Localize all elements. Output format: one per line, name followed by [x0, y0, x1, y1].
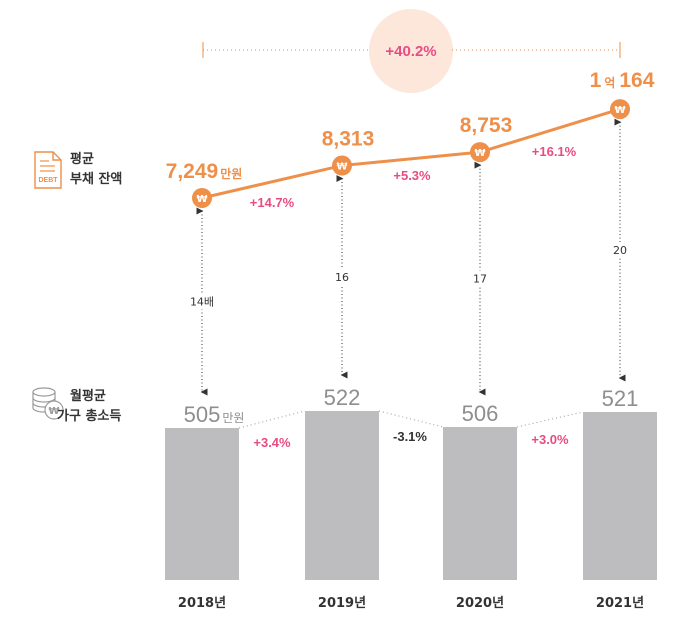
- income-change-label: +3.0%: [531, 432, 569, 447]
- won-icon: ₩: [196, 194, 207, 205]
- income-value-main: 505: [184, 402, 221, 427]
- income-value-label-2018년: 505 만원: [184, 402, 245, 427]
- x-tick-label: 2020년: [456, 596, 504, 611]
- debt-point-2018년: [192, 188, 212, 208]
- income-bar-2020년: [443, 427, 517, 580]
- income-value-main: 522: [324, 385, 361, 410]
- total-change-bracket: +40.2%: [202, 9, 621, 93]
- debt-value-label-2018년: 7,249 만원: [166, 160, 243, 183]
- debt-change-label: +14.7%: [250, 195, 295, 210]
- income-connector: [238, 410, 306, 429]
- total-change-bubble: [369, 9, 453, 93]
- debt-value-pre: 1: [590, 69, 602, 92]
- income-change-label: +3.4%: [253, 435, 291, 450]
- debt-label-line2: 부채 잔액: [70, 171, 122, 187]
- debt-legend: DEBT 평균 부채 잔액: [34, 151, 122, 189]
- ratio-label: 16: [335, 271, 349, 284]
- won-icon: ₩: [614, 105, 625, 116]
- income-bar-2021년: [583, 412, 657, 580]
- debt-line: [201, 107, 621, 200]
- income-label-line1: 월평균: [70, 388, 106, 404]
- debt-change-label: +5.3%: [393, 168, 431, 183]
- ratio-label-bg: [328, 268, 356, 285]
- x-tick-label: 2019년: [318, 596, 366, 611]
- x-tick-label: 2018년: [178, 596, 226, 611]
- income-value-label-2021년: 521: [602, 386, 639, 411]
- won-icon: ₩: [336, 162, 347, 173]
- svg-text:₩: ₩: [48, 406, 59, 417]
- debt-point-2021년: [610, 99, 630, 120]
- ratio-label: 17: [473, 273, 487, 286]
- income-change-label: -3.1%: [393, 429, 427, 444]
- debt-value-main: 164: [619, 69, 654, 92]
- income-connector: [378, 410, 444, 428]
- debt-icon-text: DEBT: [38, 177, 58, 184]
- income-value-label-2020년: 506: [462, 401, 499, 426]
- income-connector: [516, 411, 584, 428]
- debt-value-main: 8,753: [460, 114, 513, 137]
- income-connectors: [238, 410, 584, 429]
- x-tick-label: 2021년: [596, 596, 644, 611]
- ratio-label-bg: [606, 242, 634, 259]
- document-debt-icon: DEBT: [34, 151, 62, 189]
- debt-change-label: +16.1%: [532, 144, 577, 159]
- income-bar-2019년: [305, 411, 379, 580]
- coins-icon: ₩: [32, 387, 64, 420]
- debt-value-unit: 억: [604, 76, 615, 90]
- debt-line-series: ₩ ₩ ₩ ₩: [192, 99, 630, 208]
- total-change-label: +40.2%: [385, 43, 436, 60]
- income-value-label-2019년: 522: [324, 385, 361, 410]
- debt-point-2019년: [332, 155, 352, 176]
- ratio-label-bg: [466, 270, 494, 287]
- ratio-label-bg: [188, 293, 216, 310]
- ratio-label: 20: [613, 244, 627, 257]
- x-axis-ticks: 2018년 2019년 2020년 2021년: [178, 596, 644, 611]
- debt-value-main: 7,249: [166, 160, 219, 183]
- debt-value-main: 8,313: [322, 128, 375, 151]
- income-legend: ₩ 월평균 가구 총소득: [32, 387, 121, 424]
- debt-label-line1: 평균: [70, 151, 94, 167]
- income-label-line2: 가구 총소득: [57, 408, 121, 424]
- ratio-arrows: 14배 16 17 20: [188, 118, 634, 396]
- income-bars: [165, 411, 657, 580]
- debt-value-label-2021년: 1 억 164: [590, 69, 655, 92]
- debt-value-unit: 만원: [220, 166, 242, 181]
- income-value-main: 521: [602, 386, 639, 411]
- ratio-label: 14배: [190, 296, 214, 309]
- income-value-main: 506: [462, 401, 499, 426]
- debt-point-2020년: [470, 142, 490, 163]
- won-icon: ₩: [474, 148, 485, 159]
- debt-value-label-2019년: 8,313: [322, 128, 375, 151]
- income-bar-2018년: [165, 428, 239, 580]
- debt-value-label-2020년: 8,753: [460, 114, 513, 137]
- income-value-unit: 만원: [222, 411, 244, 425]
